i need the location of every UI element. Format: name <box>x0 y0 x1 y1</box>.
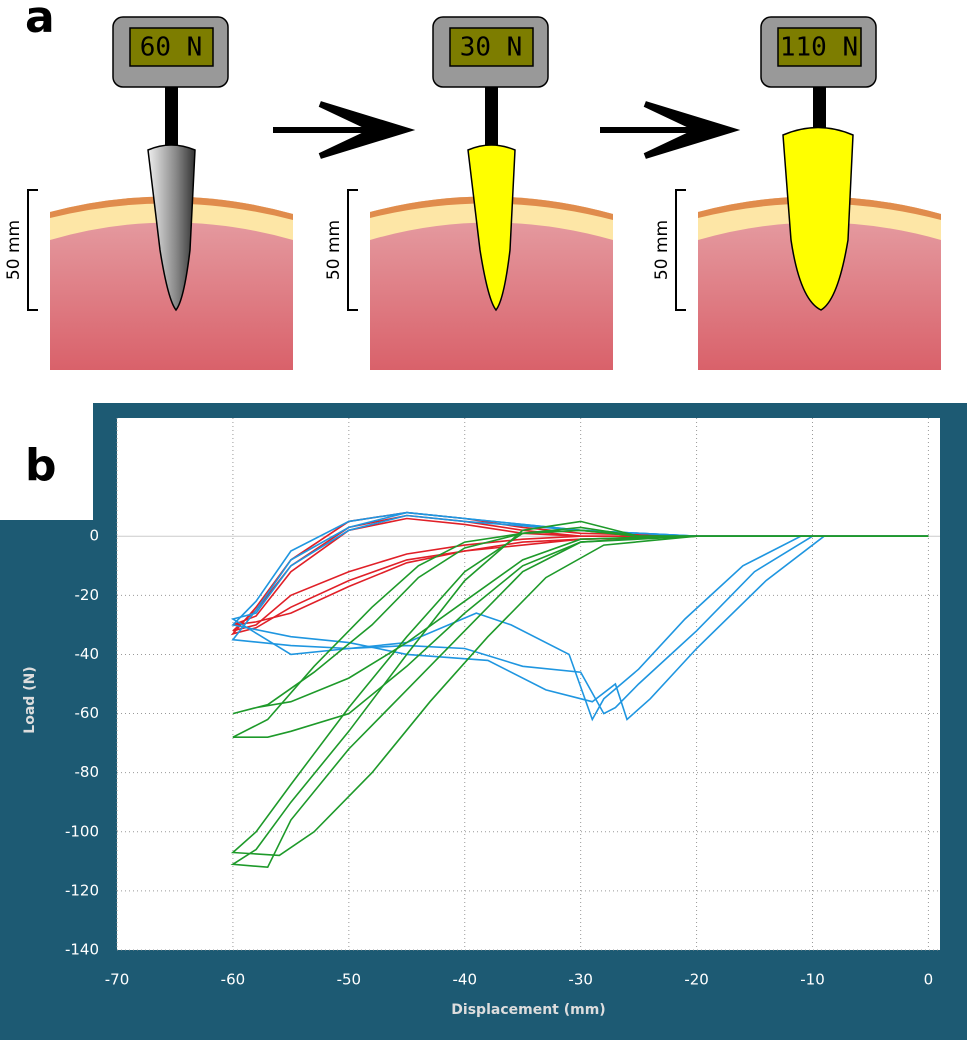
y-tick-label: -20 <box>75 586 100 604</box>
y-tick-label: -40 <box>75 645 100 663</box>
x-tick-label: -10 <box>800 971 825 989</box>
data-line <box>230 514 929 722</box>
gauge-readout: 30 N <box>460 33 523 63</box>
gauge-screen <box>777 27 862 67</box>
stem <box>485 85 498 155</box>
gauge-readout: 60 N <box>140 33 203 63</box>
data-line <box>230 511 929 636</box>
y-tick-label: -120 <box>65 881 99 899</box>
probe <box>467 144 516 312</box>
arrow <box>273 101 416 159</box>
x-tick-label: -30 <box>568 971 593 989</box>
y-tick-label: -60 <box>75 704 100 722</box>
y-tick-label: -100 <box>65 822 99 840</box>
scale-bar <box>675 189 686 311</box>
y-tick-label: -140 <box>65 941 99 959</box>
data-line <box>231 511 929 721</box>
x-tick-label: 0 <box>924 971 934 989</box>
x-tick-label: -50 <box>337 971 362 989</box>
gauge-screen <box>449 27 534 67</box>
gauge-readout: 110 N <box>780 33 858 63</box>
probe <box>147 144 196 312</box>
x-axis-label: Displacement (mm) <box>451 1002 605 1018</box>
plot-area <box>117 418 940 950</box>
indenter-diagram: 60 N 50 mm <box>4 16 293 370</box>
arrow <box>600 101 741 159</box>
y-tick-label: 0 <box>89 527 99 545</box>
indenter-diagram: 30 N 50 mm <box>324 16 613 370</box>
panel-label: a <box>25 0 55 43</box>
skin-layer <box>370 196 613 220</box>
scale-bar <box>347 189 358 311</box>
indenter-diagram: 110 N 50 mm <box>652 16 941 370</box>
scale-label: 50 mm <box>4 220 24 280</box>
skin-layer <box>698 196 941 220</box>
gauge-screen <box>129 27 214 67</box>
scale-label: 50 mm <box>652 220 672 280</box>
skin-layer <box>50 196 293 220</box>
data-line <box>232 529 929 738</box>
stem <box>165 85 178 155</box>
x-tick-label: -70 <box>105 971 130 989</box>
x-tick-label: -60 <box>221 971 246 989</box>
panel-label: b <box>25 440 57 491</box>
y-axis-label: Load (N) <box>22 666 38 733</box>
y-tick-label: -80 <box>75 763 100 781</box>
probe <box>782 126 854 311</box>
scale-label: 50 mm <box>324 220 344 280</box>
data-line <box>230 520 929 869</box>
x-tick-label: -40 <box>452 971 477 989</box>
x-tick-label: -20 <box>684 971 709 989</box>
scale-bar <box>27 189 38 311</box>
